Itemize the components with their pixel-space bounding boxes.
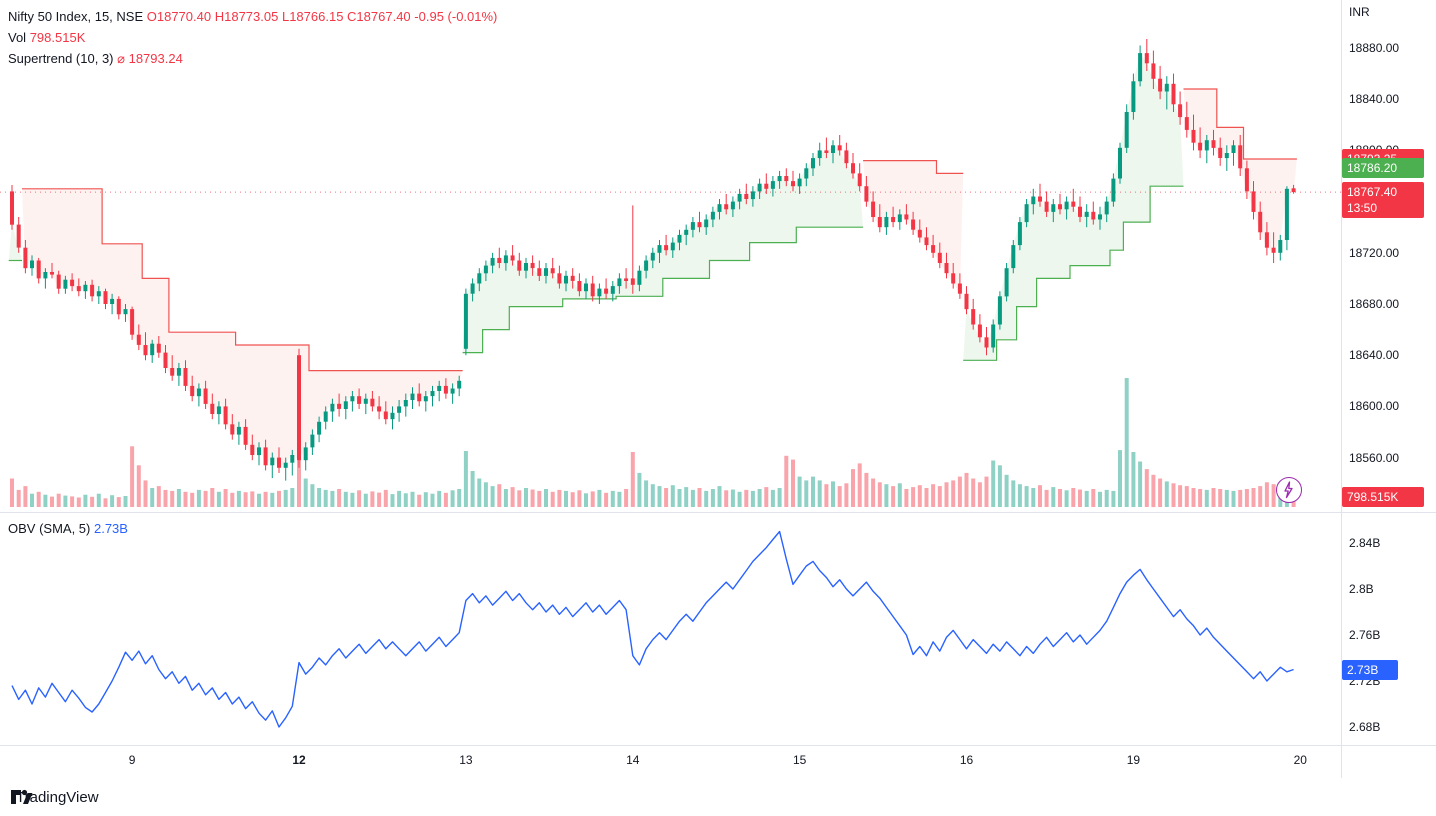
tradingview-logo-icon[interactable] — [10, 786, 34, 808]
price-axis[interactable]: INR 18880.0018840.0018800.0018760.001872… — [1341, 0, 1436, 778]
supertrend-lines — [8, 88, 1297, 372]
ohlc-low: L18766.15 — [281, 9, 344, 24]
time-tick: 12 — [292, 753, 306, 767]
price-tick: 18680.00 — [1349, 297, 1400, 311]
main-legend: Nifty 50 Index, 15, NSE O18770.40 H18773… — [8, 6, 497, 69]
price-tick: 18880.00 — [1349, 41, 1400, 55]
time-tick: 13 — [459, 753, 473, 767]
time-tick: 19 — [1126, 753, 1141, 767]
obv-pane[interactable] — [0, 512, 1341, 745]
volume-value: 798.515K — [29, 30, 86, 45]
obv-tick: 2.68B — [1349, 720, 1381, 734]
obv-value-label: 2.73B — [1342, 659, 1398, 680]
pane-separator[interactable] — [0, 512, 1436, 513]
time-tick: 20 — [1293, 753, 1307, 767]
supertrend-label[interactable]: Supertrend (10, 3) — [8, 51, 114, 66]
price-label: 798.515K — [1342, 487, 1424, 507]
change-value: -0.95 (-0.01%) — [414, 9, 498, 24]
price-pane[interactable] — [0, 0, 1341, 512]
ohlc-open: O18770.40 — [146, 9, 212, 24]
price-label: 18767.40 13:50 — [1342, 182, 1424, 219]
ohlc-high: H18773.05 — [214, 9, 279, 24]
supertrend-row: Supertrend (10, 3) ⌀ 18793.24 — [8, 48, 497, 69]
obv-tick: 2.76B — [1349, 628, 1381, 642]
supertrend-value: 18793.24 — [128, 51, 183, 66]
volume-row: Vol 798.515K — [8, 27, 497, 48]
price-tick: 18840.00 — [1349, 92, 1400, 107]
time-tick: 9 — [128, 753, 136, 767]
obv-legend: OBV (SMA, 5) 2.73B — [8, 521, 128, 536]
symbol-row: Nifty 50 Index, 15, NSE O18770.40 H18773… — [8, 6, 497, 27]
lightning-icon — [1284, 481, 1293, 499]
price-label: 18786.20 — [1342, 158, 1424, 179]
instant-order-lightning-button[interactable] — [1276, 477, 1302, 503]
symbol-title[interactable]: Nifty 50 Index, 15, NSE — [8, 9, 144, 24]
time-axis-separator — [0, 745, 1436, 746]
time-tick: 16 — [959, 753, 974, 767]
volume-label[interactable]: Vol — [8, 30, 27, 45]
supertrend-symbol-icon: ⌀ — [117, 51, 125, 66]
price-tick: 18640.00 — [1349, 348, 1400, 363]
time-axis[interactable]: 9 12 13 14 15 16 19 20 — [0, 745, 1341, 778]
time-tick: 15 — [792, 753, 807, 767]
obv-label[interactable]: OBV (SMA, 5) — [8, 521, 91, 536]
tradingview-brand-text[interactable]: TradingView — [16, 788, 99, 806]
obv-tick: 2.84B — [1349, 536, 1381, 550]
ohlc-close: C18767.40 — [347, 9, 411, 24]
price-tick: 18560.00 — [1349, 450, 1400, 465]
obv-tick: 2.8B — [1349, 582, 1374, 596]
time-tick: 14 — [626, 753, 640, 767]
obv-line — [11, 530, 1294, 728]
footer-bar: TradingView — [10, 785, 99, 809]
price-tick: 18720.00 — [1349, 245, 1400, 260]
currency-label: INR — [1349, 5, 1370, 19]
price-tick: 18600.00 — [1349, 399, 1400, 414]
obv-value: 2.73B — [93, 521, 128, 536]
candles — [10, 39, 1296, 481]
